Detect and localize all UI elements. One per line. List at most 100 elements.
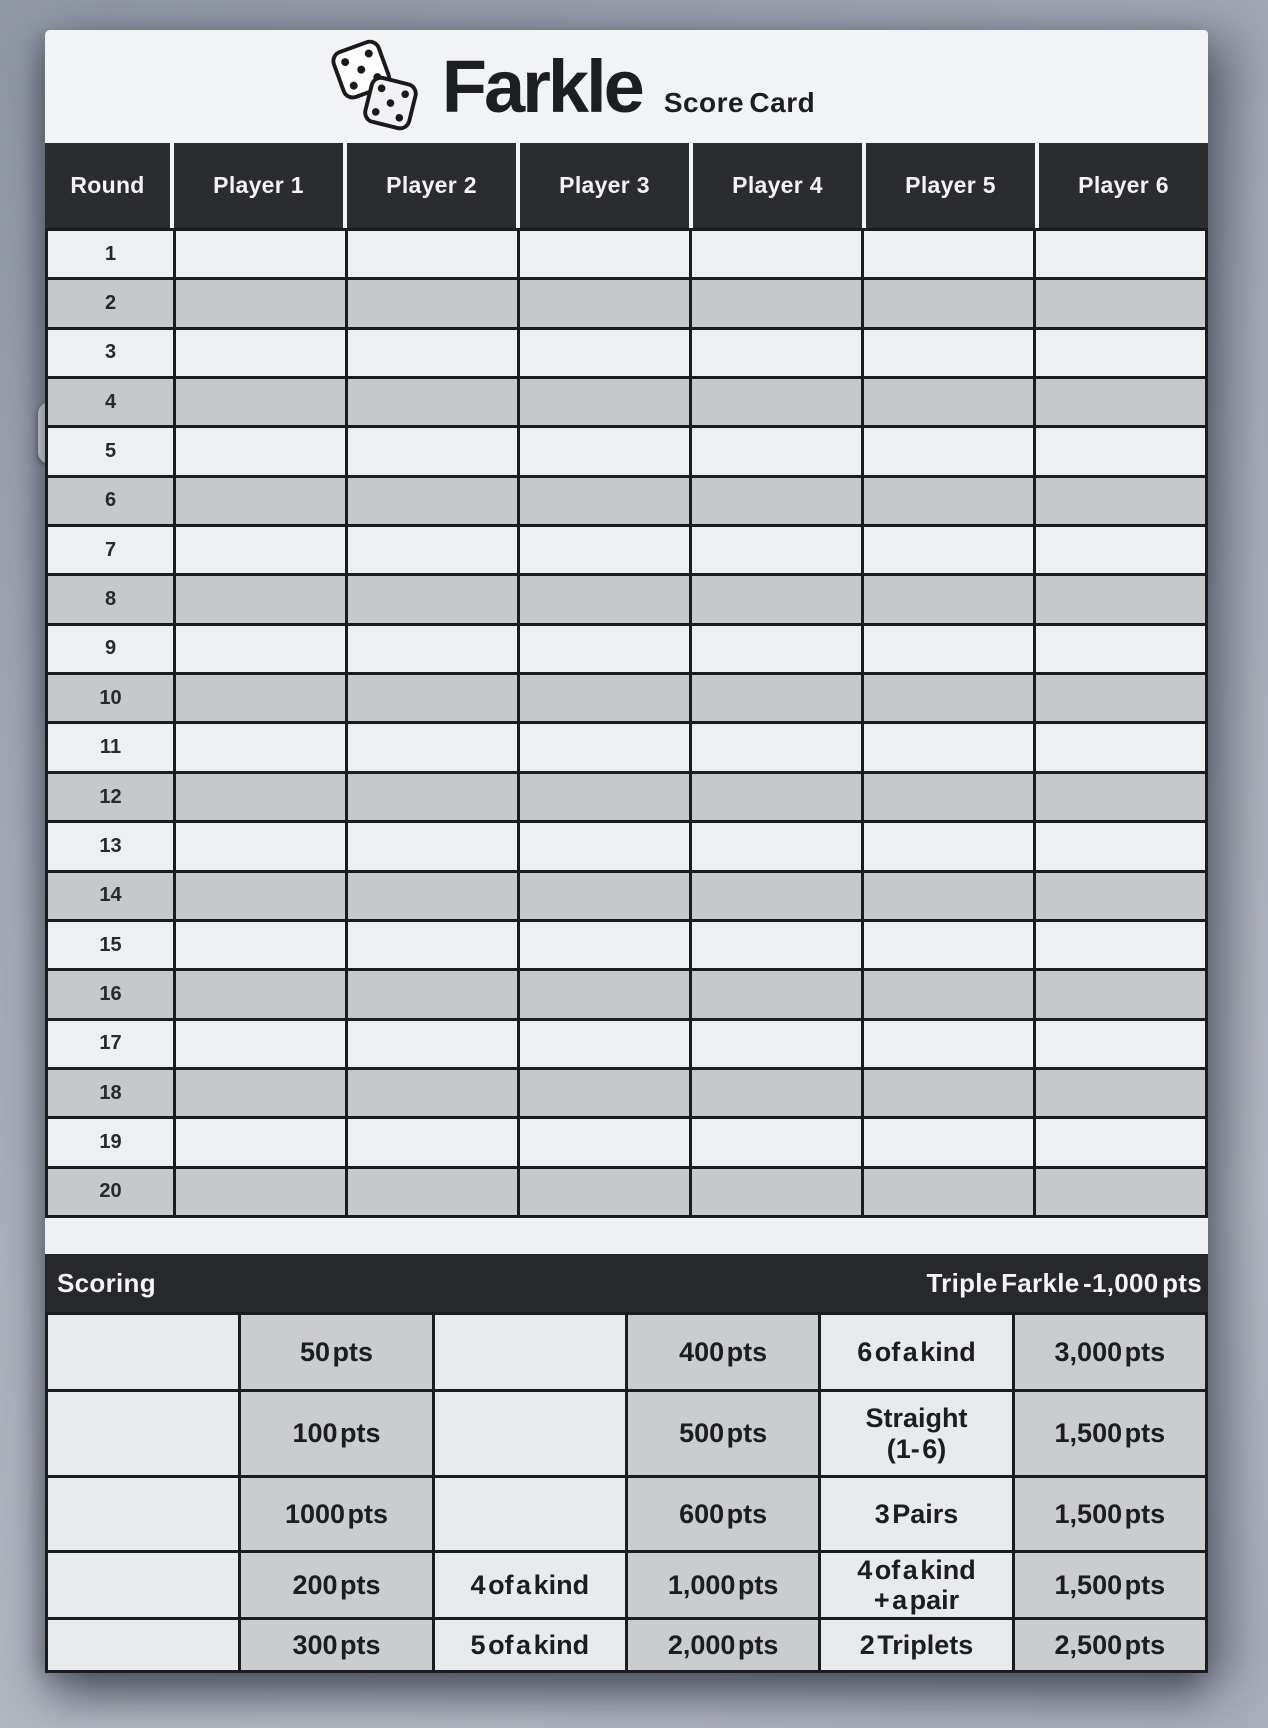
score-cell-round11-player6[interactable] <box>1036 724 1205 771</box>
score-cell-round14-player5[interactable] <box>864 872 1033 919</box>
score-cell-round10-player6[interactable] <box>1036 675 1205 722</box>
score-cell-round17-player2[interactable] <box>348 1020 517 1067</box>
score-cell-round16-player1[interactable] <box>176 971 345 1018</box>
score-cell-round15-player5[interactable] <box>864 921 1033 969</box>
score-cell-round9-player4[interactable] <box>692 625 861 673</box>
score-cell-round4-player2[interactable] <box>348 379 517 426</box>
score-cell-round10-player3[interactable] <box>520 675 689 722</box>
score-cell-round1-player5[interactable] <box>864 231 1033 278</box>
score-cell-round11-player5[interactable] <box>864 724 1033 771</box>
score-cell-round10-player4[interactable] <box>692 675 861 722</box>
score-cell-round15-player1[interactable] <box>176 921 345 969</box>
score-cell-round2-player1[interactable] <box>176 280 345 327</box>
score-cell-round13-player5[interactable] <box>864 823 1033 870</box>
score-cell-round3-player4[interactable] <box>692 329 861 377</box>
score-cell-round5-player5[interactable] <box>864 428 1033 475</box>
score-cell-round12-player1[interactable] <box>176 773 345 821</box>
score-cell-round12-player6[interactable] <box>1036 773 1205 821</box>
score-cell-round10-player1[interactable] <box>176 675 345 722</box>
score-cell-round14-player3[interactable] <box>520 872 689 919</box>
score-cell-round14-player2[interactable] <box>348 872 517 919</box>
score-cell-round9-player6[interactable] <box>1036 625 1205 673</box>
score-cell-round18-player6[interactable] <box>1036 1069 1205 1117</box>
score-cell-round19-player1[interactable] <box>176 1119 345 1166</box>
score-cell-round16-player3[interactable] <box>520 971 689 1018</box>
score-cell-round6-player5[interactable] <box>864 477 1033 525</box>
score-cell-round11-player4[interactable] <box>692 724 861 771</box>
score-cell-round17-player3[interactable] <box>520 1020 689 1067</box>
score-cell-round12-player4[interactable] <box>692 773 861 821</box>
score-cell-round4-player1[interactable] <box>176 379 345 426</box>
score-cell-round6-player4[interactable] <box>692 477 861 525</box>
score-cell-round17-player5[interactable] <box>864 1020 1033 1067</box>
score-cell-round8-player6[interactable] <box>1036 576 1205 623</box>
score-cell-round9-player3[interactable] <box>520 625 689 673</box>
score-cell-round12-player5[interactable] <box>864 773 1033 821</box>
score-cell-round5-player6[interactable] <box>1036 428 1205 475</box>
score-cell-round19-player3[interactable] <box>520 1119 689 1166</box>
score-cell-round1-player2[interactable] <box>348 231 517 278</box>
score-cell-round1-player1[interactable] <box>176 231 345 278</box>
score-cell-round16-player6[interactable] <box>1036 971 1205 1018</box>
score-cell-round1-player4[interactable] <box>692 231 861 278</box>
score-cell-round20-player3[interactable] <box>520 1168 689 1215</box>
score-cell-round3-player3[interactable] <box>520 329 689 377</box>
score-cell-round4-player4[interactable] <box>692 379 861 426</box>
score-cell-round17-player4[interactable] <box>692 1020 861 1067</box>
score-cell-round2-player4[interactable] <box>692 280 861 327</box>
score-cell-round13-player6[interactable] <box>1036 823 1205 870</box>
score-cell-round5-player4[interactable] <box>692 428 861 475</box>
score-cell-round9-player2[interactable] <box>348 625 517 673</box>
score-cell-round3-player5[interactable] <box>864 329 1033 377</box>
score-cell-round6-player6[interactable] <box>1036 477 1205 525</box>
score-cell-round15-player6[interactable] <box>1036 921 1205 969</box>
score-cell-round15-player3[interactable] <box>520 921 689 969</box>
score-cell-round5-player2[interactable] <box>348 428 517 475</box>
score-cell-round19-player2[interactable] <box>348 1119 517 1166</box>
score-cell-round18-player4[interactable] <box>692 1069 861 1117</box>
score-cell-round20-player6[interactable] <box>1036 1168 1205 1215</box>
score-cell-round9-player1[interactable] <box>176 625 345 673</box>
score-cell-round18-player5[interactable] <box>864 1069 1033 1117</box>
score-cell-round14-player1[interactable] <box>176 872 345 919</box>
score-cell-round10-player5[interactable] <box>864 675 1033 722</box>
score-cell-round2-player3[interactable] <box>520 280 689 327</box>
score-cell-round20-player5[interactable] <box>864 1168 1033 1215</box>
score-cell-round6-player3[interactable] <box>520 477 689 525</box>
score-cell-round14-player4[interactable] <box>692 872 861 919</box>
score-cell-round7-player5[interactable] <box>864 527 1033 574</box>
score-cell-round19-player6[interactable] <box>1036 1119 1205 1166</box>
score-cell-round4-player6[interactable] <box>1036 379 1205 426</box>
score-cell-round8-player5[interactable] <box>864 576 1033 623</box>
score-cell-round20-player2[interactable] <box>348 1168 517 1215</box>
score-cell-round7-player6[interactable] <box>1036 527 1205 574</box>
score-cell-round11-player1[interactable] <box>176 724 345 771</box>
score-cell-round3-player1[interactable] <box>176 329 345 377</box>
score-cell-round8-player3[interactable] <box>520 576 689 623</box>
score-cell-round6-player1[interactable] <box>176 477 345 525</box>
score-cell-round16-player2[interactable] <box>348 971 517 1018</box>
score-cell-round6-player2[interactable] <box>348 477 517 525</box>
score-cell-round18-player2[interactable] <box>348 1069 517 1117</box>
score-cell-round17-player1[interactable] <box>176 1020 345 1067</box>
score-cell-round20-player4[interactable] <box>692 1168 861 1215</box>
score-cell-round15-player2[interactable] <box>348 921 517 969</box>
score-cell-round16-player5[interactable] <box>864 971 1033 1018</box>
score-cell-round1-player6[interactable] <box>1036 231 1205 278</box>
score-cell-round17-player6[interactable] <box>1036 1020 1205 1067</box>
score-cell-round4-player5[interactable] <box>864 379 1033 426</box>
score-cell-round11-player3[interactable] <box>520 724 689 771</box>
score-cell-round12-player3[interactable] <box>520 773 689 821</box>
score-cell-round13-player3[interactable] <box>520 823 689 870</box>
score-cell-round19-player4[interactable] <box>692 1119 861 1166</box>
score-cell-round11-player2[interactable] <box>348 724 517 771</box>
score-cell-round18-player1[interactable] <box>176 1069 345 1117</box>
score-cell-round18-player3[interactable] <box>520 1069 689 1117</box>
score-cell-round20-player1[interactable] <box>176 1168 345 1215</box>
score-cell-round3-player2[interactable] <box>348 329 517 377</box>
score-cell-round7-player1[interactable] <box>176 527 345 574</box>
score-cell-round7-player2[interactable] <box>348 527 517 574</box>
score-cell-round16-player4[interactable] <box>692 971 861 1018</box>
score-cell-round7-player3[interactable] <box>520 527 689 574</box>
score-cell-round15-player4[interactable] <box>692 921 861 969</box>
